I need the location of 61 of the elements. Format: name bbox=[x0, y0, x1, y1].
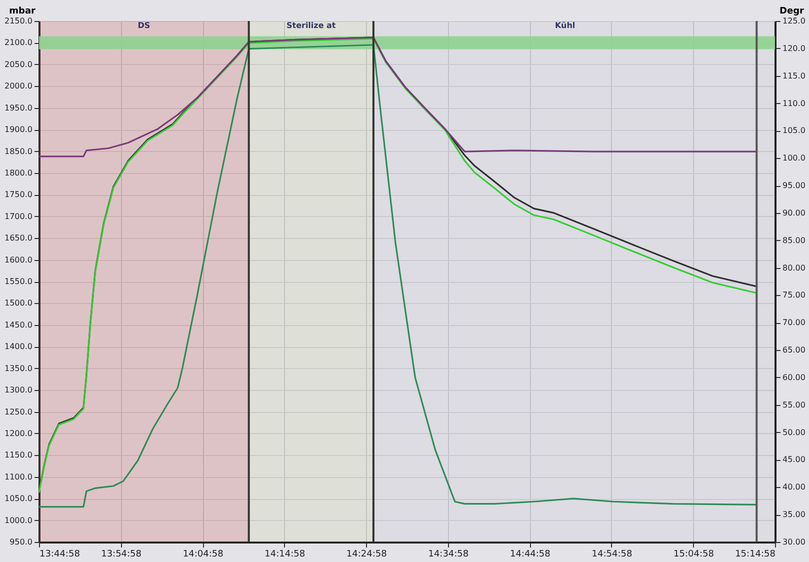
y-tick-label: 1000.0 bbox=[4, 516, 32, 525]
y-tick-label: 1100.0 bbox=[4, 472, 32, 482]
x-tick-label: 15:14:58 bbox=[735, 550, 776, 560]
y2-tick-label: 35.00 bbox=[782, 510, 806, 520]
y2-tick-label: 30.00 bbox=[782, 538, 806, 546]
x-tick-label: 13:44:58 bbox=[40, 550, 80, 560]
y-tick-label: 1600.0 bbox=[4, 255, 32, 264]
y-tick-label: 1200.0 bbox=[4, 428, 32, 438]
y2-tick-label: 50.00 bbox=[782, 428, 806, 437]
x-tick-label: 14:44:58 bbox=[510, 550, 551, 560]
y-tick-label: 950.0 bbox=[10, 538, 32, 546]
band-label: Sterilize at bbox=[286, 21, 336, 30]
y-tick-label: 1950.0 bbox=[4, 103, 32, 112]
x-tick-label: 14:54:58 bbox=[592, 550, 632, 560]
y2-tick-label: 115.0 bbox=[782, 71, 806, 80]
y2-tick-label: 105.0 bbox=[782, 126, 806, 136]
y-tick-label: 1750.0 bbox=[4, 190, 32, 200]
y-tick-label: 1050.0 bbox=[4, 494, 32, 504]
y2-tick-label: 70.00 bbox=[782, 318, 806, 328]
x-tick-label: 14:24:58 bbox=[346, 550, 388, 560]
x-tick-label: 14:34:58 bbox=[428, 550, 469, 560]
y-tick-label: 1300.0 bbox=[4, 386, 32, 395]
y2-tick-label: 110.0 bbox=[782, 98, 806, 108]
y-tick-label: 1850.0 bbox=[4, 146, 32, 156]
y-tick-label: 1550.0 bbox=[4, 277, 32, 286]
x-tick-label: 14:14:58 bbox=[264, 550, 306, 560]
y2-tick-label: 65.00 bbox=[782, 346, 806, 355]
y-tick-label: 1450.0 bbox=[4, 320, 32, 330]
y2-tick-label: 45.00 bbox=[782, 455, 806, 464]
x-tick-label: 14:04:58 bbox=[182, 550, 224, 560]
y-tick-label: 1350.0 bbox=[4, 364, 32, 373]
y-tick-label: 1700.0 bbox=[4, 212, 32, 221]
y-tick-label: 2150.0 bbox=[4, 16, 32, 26]
y-tick-label: 2000.0 bbox=[4, 82, 32, 91]
y-tick-label: 1250.0 bbox=[4, 407, 32, 416]
y2-tick-label: 40.00 bbox=[782, 482, 806, 492]
y-axis-title: mbar bbox=[9, 6, 36, 16]
line-series bbox=[38, 36, 758, 158]
y2-tick-label: 95.00 bbox=[782, 181, 806, 190]
y-tick-label: 1400.0 bbox=[4, 342, 32, 352]
y2-tick-label: 85.00 bbox=[782, 236, 806, 245]
y-tick-label: 1900.0 bbox=[4, 125, 32, 134]
y-tick-label: 1650.0 bbox=[4, 234, 32, 243]
y2-tick-label: 55.00 bbox=[782, 400, 806, 410]
y2-tick-label: 60.00 bbox=[782, 372, 806, 382]
y-tick-label: 1150.0 bbox=[4, 450, 32, 460]
x-tick-label: 15:04:58 bbox=[674, 550, 714, 560]
y-tick-label: 1800.0 bbox=[4, 168, 32, 178]
y2-tick-label: 120.0 bbox=[782, 44, 806, 53]
band-label: DS bbox=[138, 21, 150, 30]
y-tick-label: 2100.0 bbox=[4, 38, 32, 48]
y2-axis-title: Degr bbox=[780, 6, 805, 16]
y-tick-label: 2050.0 bbox=[4, 60, 32, 69]
y-tick-label: 1500.0 bbox=[4, 298, 32, 308]
y2-tick-label: 80.00 bbox=[782, 263, 806, 272]
y2-tick-label: 90.00 bbox=[782, 208, 806, 218]
y2-tick-label: 100.0 bbox=[782, 154, 806, 163]
y2-tick-label: 125.0 bbox=[782, 16, 806, 26]
band-label: Kühl bbox=[554, 21, 576, 30]
y2-tick-label: 75.00 bbox=[782, 290, 806, 300]
x-tick-label: 13:54:58 bbox=[101, 550, 142, 560]
